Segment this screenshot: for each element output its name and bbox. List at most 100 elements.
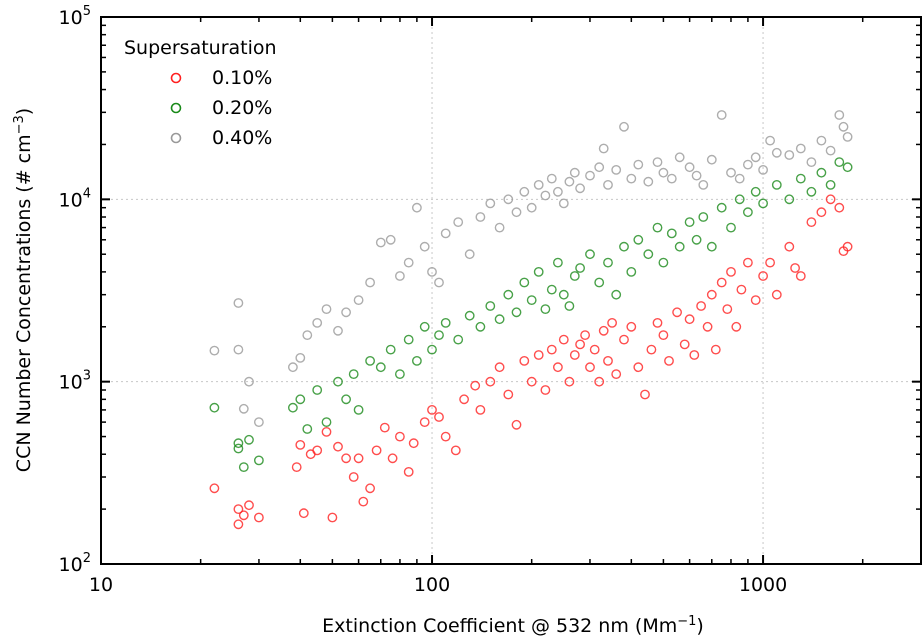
data-point-series-1 <box>589 344 600 355</box>
data-point-series-2 <box>743 207 753 218</box>
legend-label-series-2: 0.20% <box>212 97 272 119</box>
data-point-series-3 <box>611 164 622 175</box>
data-point-series-3 <box>375 237 386 248</box>
data-point-series-1 <box>585 362 595 373</box>
data-point-series-2 <box>494 314 505 325</box>
data-point-series-3 <box>771 147 782 158</box>
data-point-series-1 <box>327 512 338 523</box>
x-tick-label: 1000 <box>739 574 787 596</box>
data-point-series-1 <box>553 362 563 373</box>
data-point-series-2 <box>626 266 637 277</box>
data-point-series-2 <box>585 249 595 260</box>
data-point-series-3 <box>485 198 496 209</box>
data-point-series-1 <box>594 376 605 387</box>
data-point-series-3 <box>546 173 557 184</box>
data-point-series-2 <box>652 222 663 233</box>
data-point-series-2 <box>734 194 745 205</box>
data-point-series-2 <box>353 404 364 415</box>
data-point-series-3 <box>652 157 663 168</box>
data-point-series-2 <box>526 295 537 305</box>
data-point-series-3 <box>553 186 563 197</box>
data-point-series-3 <box>253 417 264 427</box>
data-point-series-3 <box>834 110 845 120</box>
data-point-series-2 <box>503 289 514 300</box>
data-point-series-2 <box>238 462 249 472</box>
data-point-series-3 <box>333 325 343 336</box>
data-points <box>209 110 853 530</box>
data-point-series-2 <box>485 301 496 311</box>
data-point-series-3 <box>526 202 537 213</box>
y-tick-label: 104 <box>59 186 91 211</box>
data-point-series-3 <box>626 173 637 184</box>
data-point-series-1 <box>750 295 761 305</box>
data-point-series-1 <box>790 263 800 273</box>
data-point-series-1 <box>371 445 382 456</box>
data-point-series-2 <box>726 222 736 233</box>
data-point-series-2 <box>816 167 827 178</box>
data-point-series-2 <box>287 402 298 413</box>
data-point-series-2 <box>564 301 575 311</box>
data-point-series-3 <box>302 330 313 340</box>
data-point-series-1 <box>348 472 359 482</box>
data-point-series-2 <box>834 157 845 168</box>
data-point-series-1 <box>806 217 817 228</box>
data-point-series-1 <box>626 321 637 332</box>
data-point-series-3 <box>419 241 430 252</box>
legend-marker-series-2 <box>170 102 182 114</box>
data-point-series-2 <box>795 173 806 184</box>
legend-label-series-1: 0.10% <box>212 67 272 89</box>
data-point-series-1 <box>408 438 419 449</box>
data-point-series-2 <box>385 344 396 355</box>
data-point-series-2 <box>619 241 629 252</box>
data-point-series-1 <box>726 266 736 277</box>
data-point-series-2 <box>375 362 386 373</box>
data-point-series-3 <box>511 207 522 218</box>
data-point-series-2 <box>321 417 332 427</box>
data-point-series-1 <box>580 330 590 340</box>
data-point-series-1 <box>706 289 717 300</box>
data-point-series-3 <box>569 167 580 178</box>
data-point-series-3 <box>816 135 827 146</box>
data-point-series-2 <box>519 277 530 288</box>
data-point-series-3 <box>784 150 795 160</box>
legend-marker-series-1 <box>170 72 182 84</box>
data-point-series-2 <box>684 217 695 228</box>
data-point-series-1 <box>419 417 430 427</box>
data-point-series-2 <box>806 186 817 197</box>
data-point-series-2 <box>233 443 244 454</box>
data-point-series-2 <box>244 434 254 445</box>
data-point-series-3 <box>658 167 669 178</box>
data-point-series-2 <box>419 321 430 332</box>
data-point-series-3 <box>244 376 254 387</box>
data-point-series-2 <box>348 369 359 379</box>
data-point-series-2 <box>666 228 677 239</box>
data-point-series-3 <box>519 186 530 197</box>
data-point-series-1 <box>312 445 323 456</box>
data-point-series-3 <box>365 277 375 288</box>
data-point-series-1 <box>658 330 669 340</box>
data-point-series-3 <box>765 135 775 146</box>
y-tick-label: 103 <box>59 369 91 394</box>
data-point-series-3 <box>698 179 709 190</box>
data-point-series-1 <box>679 339 690 350</box>
data-point-series-1 <box>233 519 244 530</box>
axis-ticks: 10 100 1000 102 103 104 105 <box>59 4 921 596</box>
data-point-series-3 <box>603 179 613 190</box>
data-point-series-3 <box>312 317 323 328</box>
data-point-series-1 <box>689 350 700 360</box>
data-point-series-1 <box>710 344 721 355</box>
data-point-series-1 <box>526 376 537 387</box>
data-point-series-1 <box>722 304 733 314</box>
data-point-series-2 <box>312 385 323 395</box>
data-point-series-1 <box>321 426 332 437</box>
x-axis-label: Extinction Coefficient @ 532 nm (Mm−1) <box>322 614 704 638</box>
data-point-series-1 <box>353 453 364 464</box>
data-point-series-1 <box>394 431 405 442</box>
data-point-series-1 <box>494 362 505 373</box>
data-point-series-2 <box>558 289 569 300</box>
data-point-series-2 <box>394 369 405 379</box>
data-point-series-2 <box>295 394 306 405</box>
data-point-series-1 <box>825 194 836 205</box>
data-point-series-2 <box>691 234 702 245</box>
